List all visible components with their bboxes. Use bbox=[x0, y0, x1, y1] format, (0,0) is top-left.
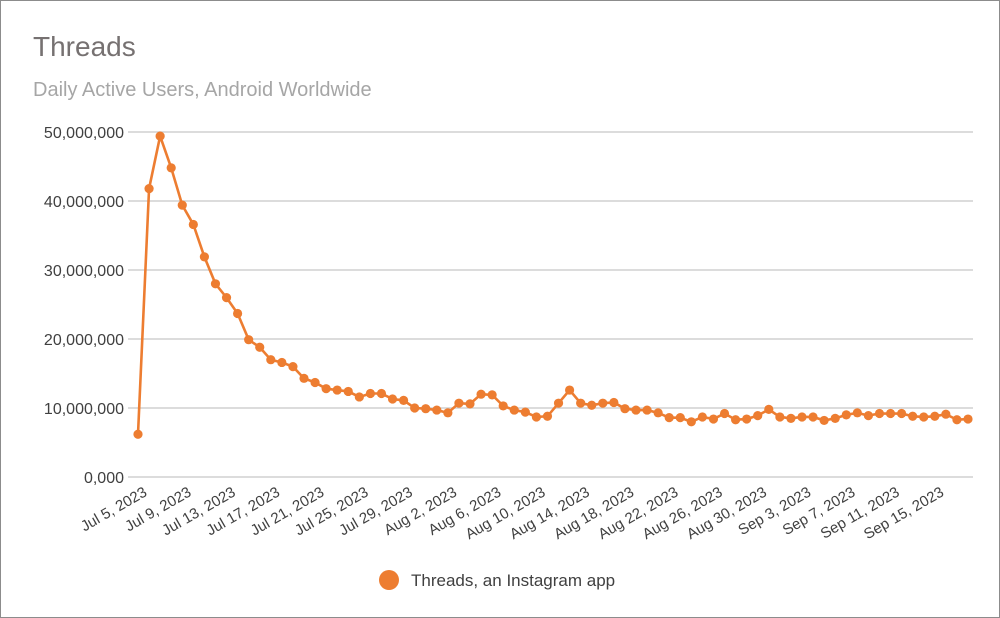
data-point bbox=[576, 398, 586, 408]
data-point bbox=[719, 408, 730, 419]
data-point bbox=[487, 390, 497, 400]
data-point bbox=[775, 412, 785, 422]
data-point bbox=[410, 403, 420, 413]
data-point bbox=[897, 408, 907, 419]
data-point bbox=[531, 412, 542, 422]
data-point bbox=[133, 429, 143, 439]
data-point bbox=[299, 373, 309, 383]
data-point bbox=[365, 388, 375, 399]
data-point bbox=[830, 413, 840, 423]
data-point bbox=[498, 401, 508, 411]
data-point bbox=[144, 183, 154, 194]
series-line bbox=[136, 131, 969, 435]
data-points bbox=[133, 131, 973, 439]
data-point bbox=[465, 399, 475, 409]
y-tick-label: 40,000,000 bbox=[44, 194, 124, 211]
data-point bbox=[387, 394, 398, 404]
data-point bbox=[288, 362, 298, 372]
data-point bbox=[199, 252, 209, 262]
y-tick-label: 20,000,000 bbox=[44, 332, 124, 349]
data-point bbox=[443, 408, 453, 418]
data-point bbox=[609, 397, 619, 408]
data-point bbox=[155, 131, 165, 141]
data-point bbox=[332, 385, 342, 395]
data-point bbox=[675, 413, 685, 423]
y-tick-label: 0,000 bbox=[84, 470, 124, 487]
data-point bbox=[786, 413, 796, 423]
data-point bbox=[520, 407, 530, 417]
data-point bbox=[476, 389, 486, 399]
data-point bbox=[166, 163, 176, 173]
y-axis-tick-labels: 0,000 10,000,000 20,000,000 30,000,000 40,00… bbox=[44, 125, 124, 487]
data-point bbox=[210, 279, 221, 289]
y-tick-label: 30,000,000 bbox=[44, 263, 124, 280]
data-point bbox=[731, 415, 741, 425]
data-point bbox=[421, 404, 431, 414]
data-point bbox=[819, 415, 829, 426]
data-point bbox=[277, 357, 287, 368]
data-point bbox=[697, 412, 708, 422]
y-tick-label: 10,000,000 bbox=[44, 401, 124, 418]
data-point bbox=[963, 414, 973, 424]
data-point bbox=[930, 411, 940, 421]
data-point bbox=[941, 409, 951, 419]
data-point bbox=[863, 410, 874, 421]
data-point bbox=[255, 342, 265, 352]
data-point bbox=[266, 355, 276, 365]
data-point bbox=[764, 404, 774, 414]
data-point bbox=[808, 412, 818, 422]
data-point bbox=[742, 414, 752, 424]
data-point bbox=[919, 412, 929, 422]
data-point bbox=[797, 412, 807, 422]
data-point bbox=[664, 413, 674, 423]
legend-marker bbox=[379, 570, 399, 590]
data-point bbox=[642, 405, 652, 415]
data-point bbox=[454, 398, 464, 408]
data-point bbox=[753, 410, 763, 421]
data-point bbox=[885, 408, 896, 419]
chart-subtitle: Daily Active Users, Android Worldwide bbox=[33, 79, 372, 101]
data-point bbox=[708, 414, 719, 424]
data-point bbox=[553, 398, 564, 408]
data-point bbox=[399, 395, 409, 406]
data-point bbox=[874, 408, 885, 419]
data-point bbox=[244, 335, 254, 345]
data-point bbox=[509, 405, 519, 415]
data-point bbox=[354, 392, 364, 402]
data-point bbox=[343, 386, 353, 397]
data-point bbox=[188, 219, 198, 230]
data-point bbox=[310, 377, 320, 388]
data-point bbox=[432, 405, 442, 415]
data-point bbox=[321, 384, 331, 394]
data-point bbox=[542, 411, 553, 421]
gridlines bbox=[128, 131, 973, 478]
data-point bbox=[376, 388, 387, 399]
data-point bbox=[221, 293, 232, 303]
data-point bbox=[233, 308, 243, 319]
data-point bbox=[841, 410, 851, 420]
data-point bbox=[598, 398, 608, 408]
data-point bbox=[908, 411, 918, 421]
data-point bbox=[653, 408, 663, 418]
data-point bbox=[952, 415, 962, 425]
chart-title: Threads bbox=[33, 31, 136, 62]
legend: Threads, an Instagram app bbox=[379, 570, 615, 590]
data-point bbox=[686, 417, 696, 427]
y-tick-label: 50,000,000 bbox=[44, 125, 124, 142]
data-point bbox=[620, 404, 630, 414]
legend-label: Threads, an Instagram app bbox=[411, 571, 615, 590]
data-point bbox=[565, 385, 575, 395]
data-point bbox=[852, 408, 862, 418]
data-point bbox=[631, 405, 641, 415]
data-point bbox=[587, 400, 597, 410]
data-point bbox=[177, 200, 187, 210]
